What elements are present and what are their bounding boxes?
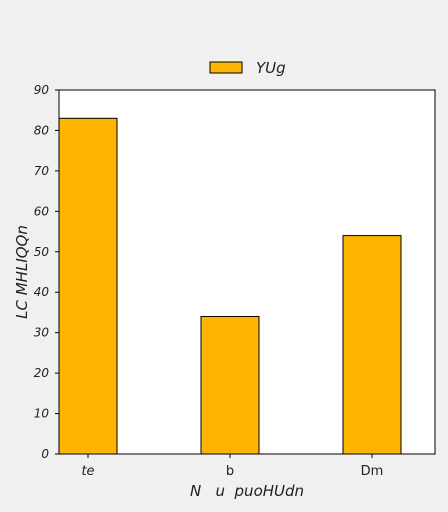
y-tick-label-10: 10: [34, 407, 50, 421]
y-tick-label-70: 70: [34, 164, 50, 178]
y-tick-label-60: 60: [34, 204, 50, 218]
y-axis-label: LC MHLIQQn: [13, 225, 31, 319]
y-tick-label-80: 80: [34, 123, 50, 137]
y-tick-label-40: 40: [34, 285, 50, 299]
x-tick-label-b: b: [226, 464, 234, 479]
y-tick-label-90: 90: [34, 83, 50, 97]
y-tick-label-0: 0: [41, 447, 49, 461]
bar-b: [200, 315, 260, 455]
plot-frame: [58, 89, 436, 455]
x-axis-ticks: te b Dm: [81, 454, 383, 479]
bar-Dm: [342, 235, 402, 455]
y-tick-label-20: 20: [34, 366, 50, 380]
legend-swatch-YUg: [209, 61, 243, 74]
y-tick-label-30: 30: [34, 326, 50, 340]
y-axis-ticks: 0 10 20 30 40 50 60 70 80 90: [34, 83, 59, 461]
bars: [58, 117, 402, 455]
bar-te: [58, 117, 118, 455]
y-tick-label-50: 50: [34, 245, 50, 259]
x-tick-label-Dm: Dm: [361, 464, 384, 479]
legend: YUg: [209, 59, 286, 77]
x-tick-label-te: te: [81, 464, 94, 479]
x-axis-label: N u puoHUdn: [190, 482, 304, 500]
legend-label: YUg: [256, 59, 286, 77]
